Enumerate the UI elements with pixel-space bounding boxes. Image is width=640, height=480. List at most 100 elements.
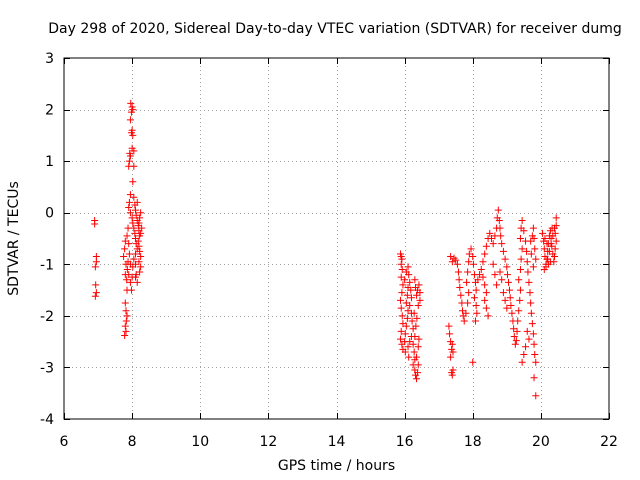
data-point (404, 263, 412, 271)
data-point (481, 281, 489, 289)
data-point (532, 358, 540, 366)
data-point (484, 312, 492, 320)
data-point (414, 302, 422, 310)
data-point (523, 247, 531, 255)
data-point (397, 335, 405, 343)
data-point (496, 268, 504, 276)
data-point (508, 309, 516, 317)
data-point (403, 291, 411, 299)
data-point (130, 224, 138, 232)
data-point (501, 255, 509, 263)
data-point (501, 296, 509, 304)
data-point (489, 240, 497, 248)
x-tick-label: 22 (600, 434, 618, 450)
data-point (120, 253, 128, 261)
data-point (125, 204, 133, 212)
x-tick-label: 6 (60, 434, 69, 450)
data-point (552, 237, 560, 245)
data-point (127, 99, 135, 107)
data-point (477, 265, 485, 273)
data-point (482, 242, 490, 250)
data-point (445, 322, 453, 330)
data-point (122, 327, 130, 335)
data-point (132, 250, 140, 258)
data-point (133, 198, 141, 206)
data-point (407, 286, 415, 294)
data-point (523, 327, 531, 335)
data-point (464, 268, 472, 276)
data-point (411, 332, 419, 340)
data-point (92, 289, 100, 297)
data-point (532, 392, 540, 400)
data-point (126, 278, 134, 286)
data-point (524, 268, 532, 276)
data-point (125, 240, 133, 248)
y-tick-label: -2 (40, 309, 54, 325)
data-point (514, 317, 522, 325)
data-point (551, 245, 559, 253)
data-point (130, 147, 138, 155)
data-point (397, 260, 405, 268)
data-point (397, 304, 405, 312)
data-point (132, 206, 140, 214)
data-point (122, 307, 130, 315)
data-point (532, 255, 540, 263)
data-point (503, 271, 511, 279)
data-point (510, 332, 518, 340)
x-axis-label: GPS time / hours (278, 458, 395, 474)
data-point (92, 281, 100, 289)
data-point (410, 309, 418, 317)
data-point (130, 255, 138, 263)
data-point (401, 330, 409, 338)
data-point (397, 296, 405, 304)
data-point (456, 283, 464, 291)
data-point (404, 343, 412, 351)
data-point (520, 227, 528, 235)
data-point (137, 209, 145, 217)
data-point (541, 235, 549, 242)
data-point (486, 229, 494, 237)
y-axis-label: SDTVAR / TECUs (6, 181, 22, 296)
grid (64, 58, 609, 419)
data-point (454, 268, 462, 276)
data-point (529, 224, 537, 232)
data-point (406, 302, 414, 310)
data-point (516, 265, 524, 273)
data-point (397, 327, 405, 335)
data-point (123, 232, 131, 240)
data-point (513, 327, 521, 335)
y-tick-label: -3 (40, 360, 54, 376)
data-point (548, 224, 556, 232)
data-point (453, 260, 461, 268)
data-point (482, 289, 490, 297)
data-point (447, 353, 455, 361)
data-point (125, 198, 133, 206)
data-point (398, 312, 406, 320)
data-point (446, 330, 454, 338)
data-point (479, 258, 487, 266)
data-point (506, 294, 514, 302)
data-point (415, 335, 423, 343)
data-point (136, 247, 144, 255)
data-point (527, 309, 535, 317)
data-point (398, 255, 406, 263)
data-point (126, 116, 134, 124)
data-point (525, 335, 533, 343)
data-point (527, 237, 535, 245)
data-point (121, 331, 129, 339)
data-point (126, 209, 134, 217)
data-point (448, 258, 456, 266)
data-point (545, 247, 553, 255)
data-point (489, 260, 497, 268)
data-point (518, 358, 526, 366)
data-point (406, 278, 414, 286)
data-point (518, 216, 526, 224)
data-point (482, 304, 490, 312)
data-point (410, 348, 418, 356)
data-point (401, 276, 409, 284)
data-point (138, 224, 146, 232)
y-tick-label: 0 (45, 206, 54, 222)
data-point (92, 258, 100, 266)
data-point (539, 229, 547, 237)
data-point (122, 317, 130, 325)
